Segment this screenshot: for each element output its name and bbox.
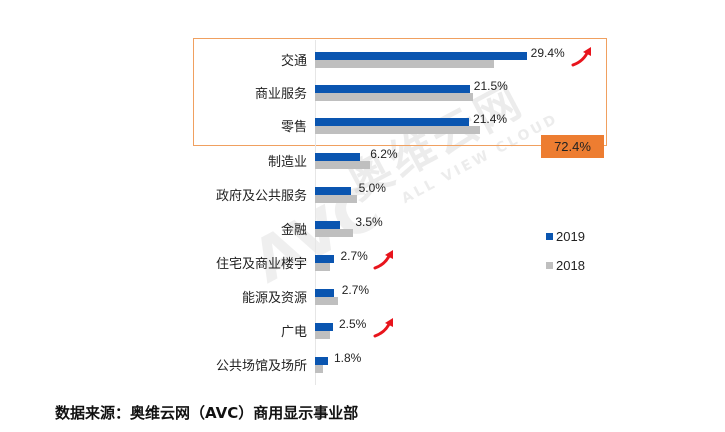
bar-2019	[315, 52, 527, 60]
bar-row: 金融 3.5%	[0, 215, 725, 242]
data-label: 21.5%	[473, 79, 508, 93]
legend-item-2019: 2019	[546, 229, 585, 244]
bar-2019	[315, 118, 470, 126]
bar-2018	[315, 297, 339, 305]
up-arrow-icon	[373, 250, 393, 270]
data-label: 3.5%	[355, 215, 383, 229]
legend-label: 2018	[556, 258, 585, 273]
data-label: 21.4%	[473, 112, 508, 126]
legend-swatch-2019	[546, 233, 553, 240]
bar-row: 零售 21.4%	[0, 112, 725, 139]
y-axis-line	[315, 40, 316, 385]
bar-2018	[315, 263, 331, 271]
bar-2019	[315, 85, 470, 93]
bar-row: 政府及公共服务 5.0%	[0, 181, 725, 208]
category-label: 能源及资源	[241, 291, 307, 306]
legend-label: 2019	[556, 229, 585, 244]
bar-2018	[315, 161, 370, 169]
category-label: 零售	[280, 120, 307, 135]
bar-2018	[315, 229, 354, 237]
bar-row: 商业服务 21.5%	[0, 79, 725, 106]
bar-row: 公共场馆及场所 1.8%	[0, 351, 725, 378]
category-label: 公共场馆及场所	[215, 359, 307, 374]
bar-2019	[315, 221, 341, 229]
bar-row: 制造业 6.2%	[0, 147, 725, 174]
bar-2019	[315, 153, 360, 161]
data-label: 29.4%	[530, 46, 565, 60]
bar-2018	[315, 126, 480, 134]
up-arrow-icon	[571, 47, 591, 67]
data-label: 2.7%	[341, 283, 370, 297]
legend-item-2018: 2018	[546, 258, 585, 273]
bar-2019	[315, 289, 335, 297]
bar-2019	[315, 357, 328, 365]
category-label: 商业服务	[254, 87, 307, 102]
bar-2019	[315, 187, 351, 195]
data-label: 1.8%	[333, 351, 362, 365]
bar-2018	[315, 195, 357, 203]
category-label: 住宅及商业楼宇	[215, 257, 307, 272]
bar-row: 交通 29.4%	[0, 46, 725, 73]
data-label: 5.0%	[358, 181, 386, 195]
data-label: 6.2%	[370, 147, 398, 161]
source-note: 数据来源：奥维云网（AVC）商用显示事业部	[55, 404, 359, 422]
bar-row: 能源及资源 2.7%	[0, 283, 725, 310]
bar-row: 住宅及商业楼宇 2.7%	[0, 249, 725, 276]
bar-2018	[315, 93, 473, 101]
highlight-box	[193, 38, 607, 146]
up-arrow-icon	[373, 318, 393, 338]
category-label: 广电	[280, 325, 307, 340]
category-label: 金融	[280, 223, 307, 238]
bar-2019	[315, 255, 335, 263]
bar-2018	[315, 365, 323, 373]
bar-2019	[315, 323, 333, 331]
bar-2018	[315, 60, 494, 68]
legend-swatch-2018	[546, 262, 553, 269]
category-label: 制造业	[267, 155, 307, 170]
category-label: 交通	[280, 54, 307, 69]
data-label: 2.5%	[339, 317, 367, 331]
total-badge: 72.4%	[541, 135, 604, 158]
bar-2018	[315, 331, 331, 339]
category-label: 政府及公共服务	[215, 189, 307, 204]
data-label: 2.7%	[340, 249, 368, 263]
bar-row: 广电 2.5%	[0, 317, 725, 344]
